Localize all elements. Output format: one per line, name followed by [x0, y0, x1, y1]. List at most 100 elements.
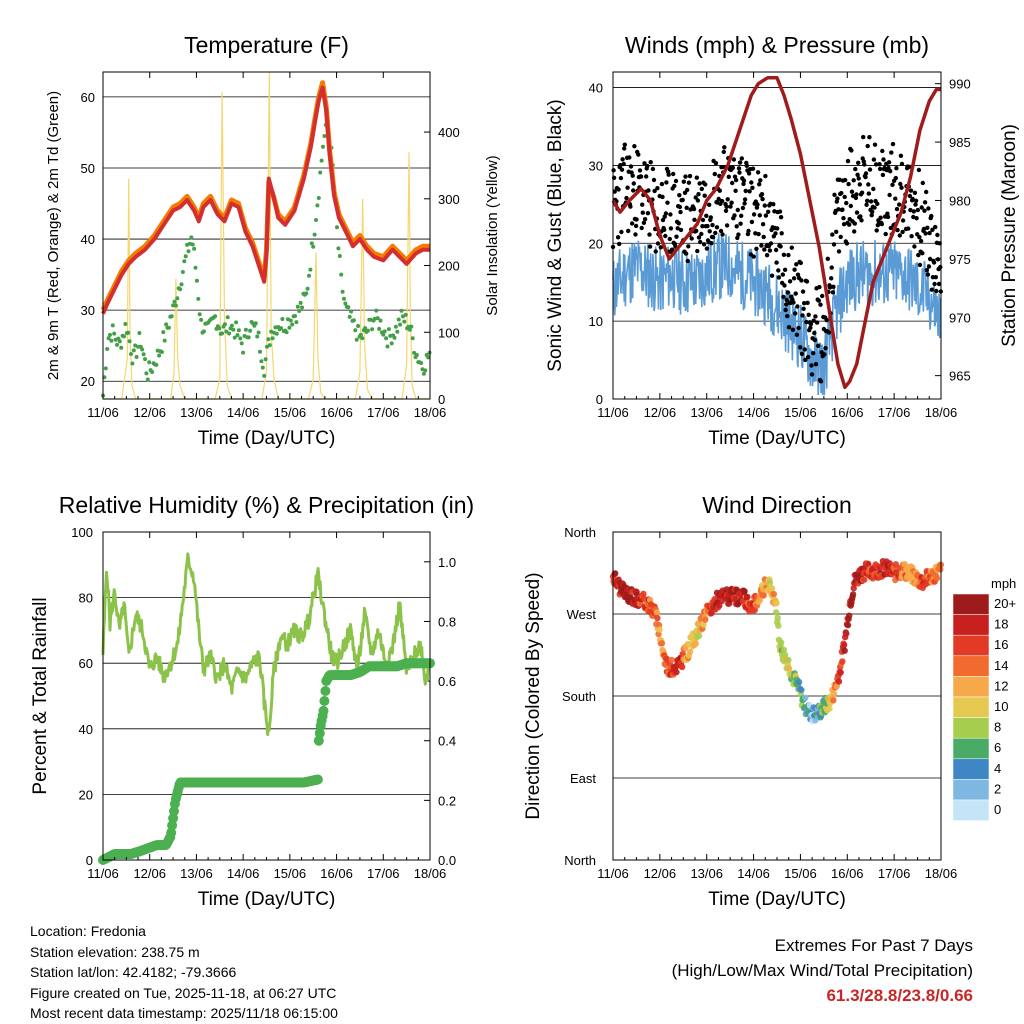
humidity-y2tick-label: 0.6 [438, 674, 456, 689]
gust-point [841, 222, 847, 227]
gust-point [695, 248, 700, 254]
gust-point [722, 145, 727, 150]
gust-point [763, 173, 768, 179]
gust-point [638, 174, 644, 179]
dewpoint-point [421, 371, 426, 376]
temperature-ytick-label: 20 [81, 374, 95, 389]
dewpoint-point [308, 267, 313, 272]
gust-point [830, 290, 836, 295]
gust-point [641, 220, 647, 225]
colorbar-label: 18 [994, 617, 1008, 632]
dewpoint-point [297, 309, 302, 313]
dewpoint-point [314, 218, 318, 222]
gust-point [653, 249, 658, 254]
humidity-ytick-label: 60 [79, 656, 93, 671]
gust-point [895, 227, 900, 233]
gust-point [921, 226, 927, 232]
gust-point [627, 155, 632, 160]
direction-point [892, 561, 899, 568]
gust-point [912, 244, 917, 249]
temperature-xtick-label: 11/06 [87, 405, 119, 420]
gust-point [628, 204, 633, 209]
gust-point [660, 217, 666, 223]
dewpoint-point [199, 317, 204, 322]
temperature-xtick-label: 13/06 [180, 405, 213, 420]
dewpoint-point [157, 353, 162, 358]
direction-point [653, 609, 661, 616]
gust-point [618, 175, 624, 181]
dewpoint-point [232, 335, 237, 340]
dewpoint-point [122, 334, 126, 339]
temp-2m-line [101, 85, 430, 315]
humidity-xtick-label: 13/06 [180, 866, 213, 881]
winds-ytick-label: 10 [589, 314, 603, 329]
gust-point [681, 179, 686, 184]
gust-point [667, 236, 672, 242]
direction-point [798, 686, 805, 694]
direction-point [627, 593, 634, 601]
gust-point [692, 217, 697, 222]
direction-point [768, 585, 776, 592]
winds-y2label: Station Pressure (Maroon) [999, 124, 1020, 347]
gust-point [862, 162, 867, 167]
dewpoint-point [353, 328, 358, 333]
gust-point [713, 230, 718, 236]
humidity-y2tick-label: 0.4 [438, 734, 456, 749]
gust-point [691, 206, 697, 212]
gust-point [809, 363, 814, 368]
gust-point [725, 197, 730, 202]
direction-point [841, 647, 848, 654]
direction-point [937, 566, 944, 573]
gust-point [800, 289, 806, 294]
colorbar-swatch [952, 779, 990, 801]
gust-point [768, 241, 774, 246]
dewpoint-point [318, 170, 323, 175]
gust-point [818, 302, 823, 307]
dewpoint-point [109, 338, 114, 343]
gust-point [680, 197, 685, 203]
gust-point [872, 142, 878, 147]
direction-xtick-label: 14/06 [737, 866, 770, 881]
gust-point [617, 241, 622, 247]
dewpoint-point [392, 335, 397, 340]
gust-point [716, 196, 721, 202]
dewpoint-point [322, 134, 327, 138]
gust-point [879, 221, 884, 227]
humidity-xlabel: Time (Day/UTC) [198, 889, 336, 910]
gust-point [755, 170, 761, 175]
gust-point [894, 166, 899, 171]
gust-point [646, 188, 651, 193]
dewpoint-point [377, 326, 382, 331]
winds-xtick-label: 17/06 [878, 405, 911, 420]
dewpoint-point [194, 278, 199, 283]
dewpoint-point [365, 328, 370, 333]
gust-point [885, 214, 891, 220]
gust-point [731, 157, 737, 162]
precipitation-point [319, 696, 330, 706]
dewpoint-point [164, 322, 169, 327]
colorbar-swatch [952, 676, 990, 698]
direction-point [933, 575, 941, 582]
gust-point [794, 262, 799, 267]
gust-point [655, 241, 661, 246]
gust-point [826, 330, 832, 335]
extremes-title: Extremes For Past 7 Days [774, 936, 973, 955]
gust-point [837, 177, 842, 182]
gust-point [665, 200, 670, 205]
gust-point [856, 176, 861, 181]
humidity-y2tick-label: 0.2 [438, 793, 456, 808]
gust-point [908, 188, 914, 193]
gust-point [744, 163, 749, 168]
gust-point [721, 149, 726, 155]
temperature-y2tick-label: 100 [438, 325, 460, 340]
dewpoint-point [235, 333, 240, 338]
colorbar-swatch [952, 758, 990, 780]
precipitation-point [312, 774, 323, 785]
gust-point [647, 232, 652, 237]
gust-point [782, 283, 787, 288]
dewpoint-point [316, 196, 321, 200]
winds-ytick-label: 20 [589, 236, 603, 251]
gust-point [908, 207, 913, 213]
gust-point [804, 279, 810, 284]
gust-point [785, 313, 790, 319]
